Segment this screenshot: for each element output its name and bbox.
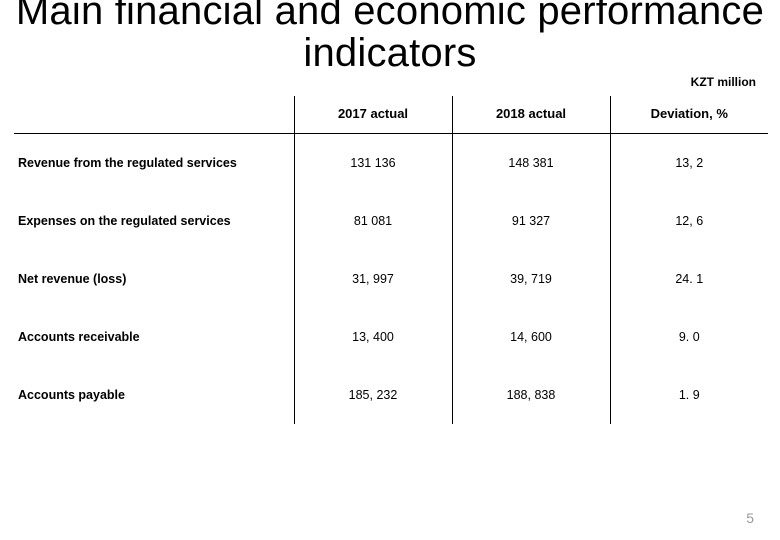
table-header-row: 2017 actual 2018 actual Deviation, % xyxy=(14,96,768,134)
cell: 9. 0 xyxy=(610,308,768,366)
cell: 1. 9 xyxy=(610,366,768,424)
unit-label: KZT million xyxy=(691,75,756,89)
table-header-blank xyxy=(14,96,294,134)
table-row: Accounts payable 185, 232 188, 838 1. 9 xyxy=(14,366,768,424)
page-title: Main financial and economic performance … xyxy=(0,0,780,74)
table-row: Revenue from the regulated services 131 … xyxy=(14,134,768,193)
indicators-table: 2017 actual 2018 actual Deviation, % Rev… xyxy=(14,96,766,424)
slide: Main financial and economic performance … xyxy=(0,0,780,540)
row-label: Accounts payable xyxy=(14,366,294,424)
cell: 13, 400 xyxy=(294,308,452,366)
page-number: 5 xyxy=(746,510,754,526)
cell: 12, 6 xyxy=(610,192,768,250)
row-label: Net revenue (loss) xyxy=(14,250,294,308)
row-label: Accounts receivable xyxy=(14,308,294,366)
cell: 148 381 xyxy=(452,134,610,193)
table-row: Expenses on the regulated services 81 08… xyxy=(14,192,768,250)
table-row: Net revenue (loss) 31, 997 39, 719 24. 1 xyxy=(14,250,768,308)
table: 2017 actual 2018 actual Deviation, % Rev… xyxy=(14,96,768,424)
row-label: Revenue from the regulated services xyxy=(14,134,294,193)
table-header: Deviation, % xyxy=(610,96,768,134)
cell: 24. 1 xyxy=(610,250,768,308)
cell: 131 136 xyxy=(294,134,452,193)
cell: 91 327 xyxy=(452,192,610,250)
cell: 31, 997 xyxy=(294,250,452,308)
cell: 81 081 xyxy=(294,192,452,250)
table-header: 2018 actual xyxy=(452,96,610,134)
cell: 185, 232 xyxy=(294,366,452,424)
row-label: Expenses on the regulated services xyxy=(14,192,294,250)
table-row: Accounts receivable 13, 400 14, 600 9. 0 xyxy=(14,308,768,366)
table-header: 2017 actual xyxy=(294,96,452,134)
cell: 13, 2 xyxy=(610,134,768,193)
cell: 39, 719 xyxy=(452,250,610,308)
cell: 14, 600 xyxy=(452,308,610,366)
cell: 188, 838 xyxy=(452,366,610,424)
